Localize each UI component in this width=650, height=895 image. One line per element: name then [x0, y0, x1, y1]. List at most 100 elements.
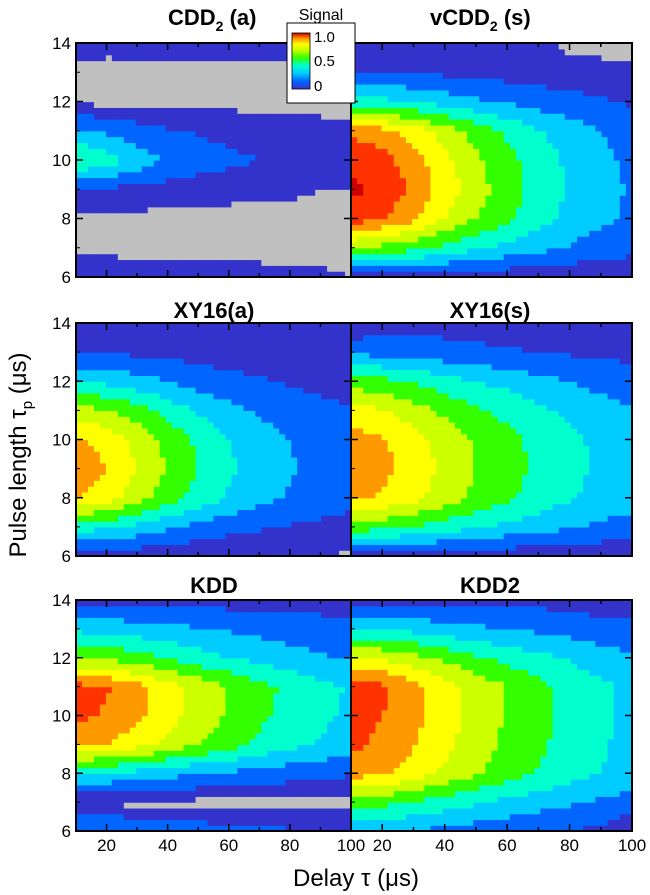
heatmap-cell: [619, 265, 627, 272]
heatmap-cell: [528, 259, 535, 266]
heatmap-cell: [183, 154, 191, 161]
heatmap-cell: [81, 177, 89, 184]
heatmap-cell: [357, 247, 364, 255]
heatmap-cell: [243, 427, 250, 435]
heatmap-cell: [273, 107, 280, 114]
heatmap-cell: [225, 48, 233, 56]
heatmap-cell: [321, 416, 328, 423]
heatmap-cell: [534, 247, 541, 255]
heatmap-cell: [430, 160, 438, 167]
heatmap-cell: [279, 445, 286, 452]
heatmap-cell: [613, 54, 621, 62]
heatmap-cell: [183, 550, 191, 557]
heatmap-cell: [564, 200, 572, 208]
heatmap-cell: [87, 253, 95, 261]
heatmap-cell: [552, 72, 560, 79]
heatmap-cell: [515, 241, 523, 249]
heatmap-cell: [297, 410, 304, 417]
heatmap-cell: [171, 515, 179, 522]
heatmap-cell: [189, 404, 197, 411]
heatmap-cell: [201, 236, 209, 243]
heatmap-cell: [424, 48, 432, 56]
heatmap-cell: [213, 83, 221, 91]
heatmap-cell: [189, 136, 197, 144]
heatmap-cell: [503, 212, 511, 220]
heatmap-cell: [183, 241, 191, 249]
heatmap-cell: [147, 142, 155, 149]
heatmap-cell: [261, 160, 268, 167]
heatmap-cell: [81, 404, 89, 411]
heatmap-cell: [261, 107, 268, 114]
heatmap-cell: [497, 43, 505, 50]
heatmap-cell: [141, 89, 149, 97]
heatmap-cell: [479, 253, 486, 261]
heatmap-cell: [273, 177, 280, 184]
heatmap-cell: [436, 72, 444, 79]
heatmap-cell: [412, 113, 419, 120]
heatmap-cell: [601, 224, 609, 231]
heatmap-cell: [255, 113, 262, 120]
heatmap-cell: [177, 433, 185, 441]
heatmap-cell: [497, 60, 505, 67]
heatmap-cell: [201, 107, 209, 114]
heatmap-cell: [454, 119, 462, 126]
heatmap-cell: [387, 113, 395, 120]
heatmap-cell: [436, 247, 444, 255]
heatmap-cell: [279, 416, 286, 423]
heatmap-cell: [497, 259, 505, 266]
heatmap-cell: [399, 54, 407, 62]
heatmap-cell: [255, 422, 262, 429]
heatmap-cell: [171, 398, 179, 406]
heatmap-cell: [255, 486, 262, 493]
heatmap-cell: [381, 165, 389, 173]
heatmap-cell: [369, 43, 377, 50]
heatmap-cell: [129, 509, 137, 516]
heatmap-cell: [87, 183, 95, 190]
heatmap-cell: [613, 212, 621, 220]
heatmap-cell: [534, 189, 541, 196]
heatmap-cell: [357, 113, 364, 120]
heatmap-cell: [315, 195, 322, 202]
heatmap-cell: [81, 142, 89, 149]
heatmap-cell: [583, 177, 590, 184]
heatmap-cell: [135, 206, 143, 214]
heatmap-cell: [485, 206, 493, 214]
heatmap-cell: [225, 83, 233, 91]
heatmap-cell: [345, 515, 352, 522]
heatmap-cell: [387, 206, 395, 214]
heatmap-cell: [479, 189, 486, 196]
heatmap-cell: [613, 83, 621, 91]
heatmap-cell: [76, 456, 83, 464]
heatmap-cell: [105, 113, 113, 120]
heatmap-cell: [189, 503, 197, 510]
heatmap-cell: [357, 72, 364, 79]
heatmap-cell: [333, 451, 340, 458]
heatmap-cell: [436, 206, 444, 214]
heatmap-cell: [147, 130, 155, 138]
heatmap-cell: [243, 43, 250, 50]
heatmap-cell: [195, 142, 203, 149]
heatmap-cell: [381, 48, 389, 56]
heatmap-cell: [625, 165, 633, 173]
heatmap-cell: [589, 66, 596, 73]
heatmap-cell: [189, 538, 197, 545]
heatmap-cell: [76, 486, 83, 493]
heatmap-cell: [442, 89, 450, 97]
heatmap-cell: [387, 160, 395, 167]
heatmap-cell: [369, 165, 377, 173]
heatmap-cell: [249, 439, 256, 446]
heatmap-cell: [454, 113, 462, 120]
heatmap-cell: [207, 404, 215, 411]
heatmap-cell: [558, 236, 566, 243]
heatmap-cell: [249, 177, 256, 184]
heatmap-cell: [219, 515, 227, 522]
heatmap-cell: [189, 89, 197, 97]
heatmap-cell: [607, 253, 615, 261]
heatmap-cell: [189, 468, 197, 476]
heatmap-cell: [171, 532, 179, 540]
heatmap-cell: [261, 462, 268, 470]
heatmap-cell: [117, 230, 125, 237]
heatmap-cell: [467, 66, 474, 73]
heatmap-cell: [327, 550, 334, 557]
heatmap-cell: [418, 78, 425, 85]
